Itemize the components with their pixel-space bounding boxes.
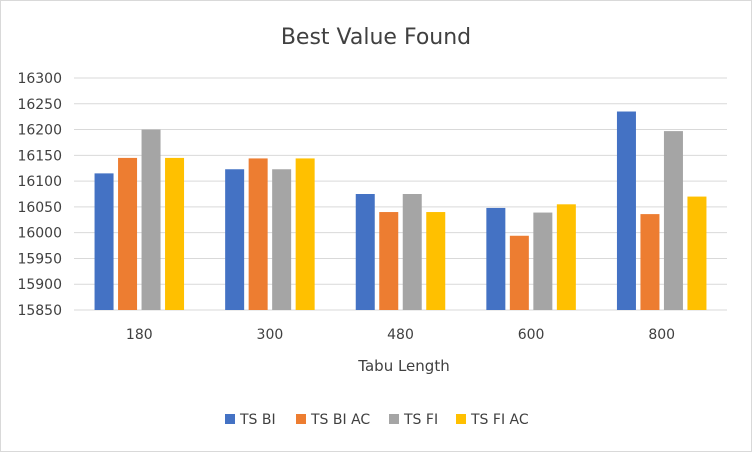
bar	[94, 173, 114, 310]
y-tick-label: 16250	[17, 97, 62, 113]
bar	[165, 157, 185, 310]
bar	[663, 131, 683, 310]
bar	[118, 157, 138, 310]
chart-title: Best Value Found	[281, 25, 471, 50]
x-axis-ticks: 180 300 480 600 800	[126, 327, 675, 343]
legend-label: TS BI AC	[310, 412, 370, 428]
bar	[402, 194, 422, 310]
y-tick-label: 16100	[17, 174, 62, 190]
legend-label: TS FI AC	[470, 412, 529, 428]
y-tick-label: 15950	[17, 251, 62, 267]
legend-swatch	[456, 414, 466, 424]
bar	[640, 214, 660, 310]
bar	[248, 158, 268, 310]
bar	[272, 169, 292, 310]
bar	[225, 169, 245, 310]
x-tick-label: 180	[126, 327, 153, 343]
bar	[616, 111, 636, 310]
bar	[556, 204, 576, 310]
legend-label: TS FI	[403, 412, 438, 428]
x-axis-title: Tabu Length	[357, 357, 449, 375]
bar	[687, 196, 707, 310]
x-tick-label: 600	[518, 327, 545, 343]
y-axis-ticks: 16300 16250 16200 16150 16100 16050 16000 15950…	[17, 71, 62, 319]
y-tick-label: 16050	[17, 200, 62, 216]
x-tick-label: 300	[257, 327, 284, 343]
bar	[295, 158, 315, 310]
y-tick-label: 15900	[17, 277, 62, 293]
bar	[141, 129, 161, 310]
bar	[486, 207, 506, 310]
y-tick-label: 15850	[17, 303, 62, 319]
y-tick-label: 16200	[17, 123, 62, 139]
y-tick-label: 16000	[17, 226, 62, 242]
legend-swatch	[225, 414, 235, 424]
legend: TS BI TS BI AC TS FI TS FI AC	[225, 412, 529, 428]
bars	[94, 111, 707, 310]
legend-swatch	[296, 414, 306, 424]
y-tick-label: 16150	[17, 148, 62, 164]
bar	[533, 212, 553, 310]
bar	[379, 212, 399, 310]
y-tick-label: 16300	[17, 71, 62, 87]
x-tick-label: 800	[648, 327, 675, 343]
legend-swatch	[389, 414, 399, 424]
x-tick-label: 480	[387, 327, 414, 343]
bar	[426, 212, 446, 310]
legend-label: TS BI	[239, 412, 276, 428]
bar	[509, 235, 529, 310]
bar	[355, 194, 375, 310]
